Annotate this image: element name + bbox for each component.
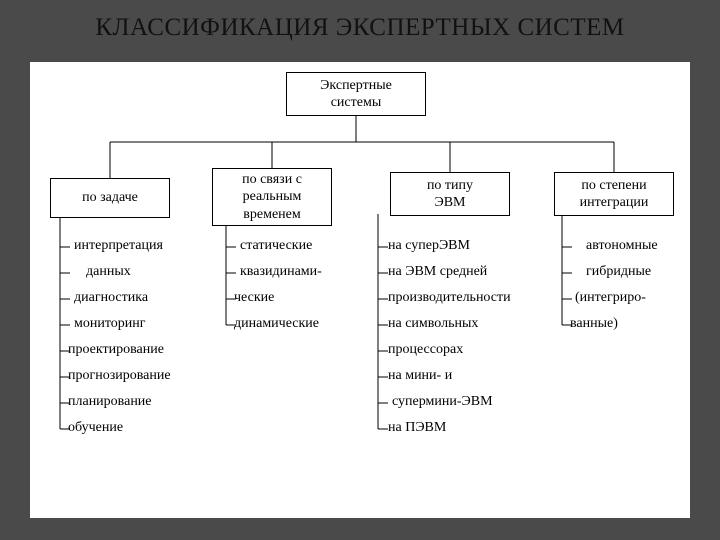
branch-3-item-3: ванные): [570, 316, 618, 333]
branch-3-item-1: гибридные: [586, 264, 651, 281]
branch-1-item-1: квазидинами-: [240, 264, 322, 281]
branch-header-3: по степени интеграции: [554, 172, 674, 216]
branch-2-item-7: на ПЭВМ: [388, 420, 446, 437]
branch-0-item-2: диагностика: [74, 290, 148, 307]
branch-0-item-3: мониторинг: [74, 316, 146, 333]
slide-title: КЛАССИФИКАЦИЯ ЭКСПЕРТНЫХ СИСТЕМ: [0, 14, 720, 42]
branch-header-0: по задаче: [50, 178, 170, 218]
branch-2-item-5: на мини- и: [388, 368, 452, 385]
diagram-canvas: Экспертные системы по задаче интерпретация…: [30, 62, 690, 518]
branch-1-item-0: статические: [240, 238, 312, 255]
branch-0-item-6: планирование: [68, 394, 152, 411]
branch-header-1: по связи с реальным временем: [212, 168, 332, 226]
branch-3-item-0: автономные: [586, 238, 658, 255]
branch-3-item-2: (интегриро-: [575, 290, 646, 307]
slide: КЛАССИФИКАЦИЯ ЭКСПЕРТНЫХ СИСТЕМ Экспертн…: [0, 0, 720, 540]
branch-header-2: по типу ЭВМ: [390, 172, 510, 216]
branch-2-item-6: супермини-ЭВМ: [392, 394, 493, 411]
branch-2-item-4: процессорах: [388, 342, 463, 359]
branch-1-item-3: динамические: [234, 316, 319, 333]
branch-0-item-7: обучение: [68, 420, 123, 437]
branch-2-item-3: на символьных: [388, 316, 478, 333]
branch-2-item-0: на суперЭВМ: [388, 238, 470, 255]
branch-2-item-1: на ЭВМ средней: [388, 264, 487, 281]
branch-0-item-1: данных: [86, 264, 131, 281]
branch-0-item-5: прогнозирование: [68, 368, 171, 385]
branch-1-item-2: ческие: [234, 290, 274, 307]
branch-0-item-0: интерпретация: [74, 238, 163, 255]
root-node: Экспертные системы: [286, 72, 426, 116]
branch-0-item-4: проектирование: [68, 342, 164, 359]
branch-2-item-2: производительности: [388, 290, 511, 307]
